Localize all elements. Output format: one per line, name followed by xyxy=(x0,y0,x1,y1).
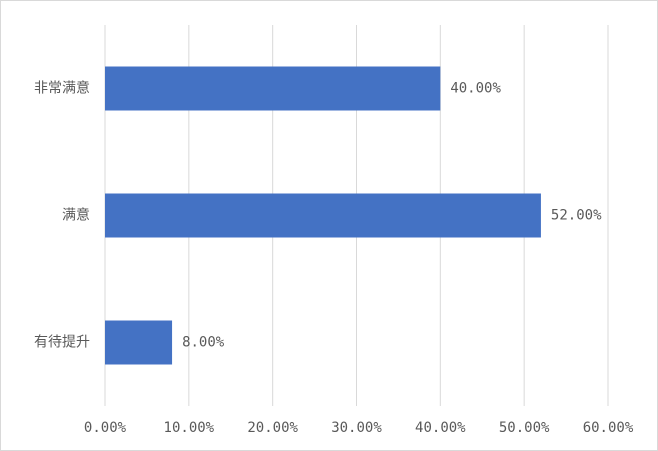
x-tick-label: 10.00% xyxy=(164,420,215,436)
x-tick-label: 0.00% xyxy=(84,420,127,436)
x-tick-label: 40.00% xyxy=(415,420,466,436)
value-label: 40.00% xyxy=(450,81,501,97)
bar xyxy=(105,193,541,238)
bar xyxy=(105,66,441,111)
value-label: 52.00% xyxy=(551,208,602,224)
value-label: 8.00% xyxy=(182,335,225,351)
x-tick-label: 20.00% xyxy=(247,420,298,436)
y-tick-label: 有待提升 xyxy=(34,335,90,351)
x-tick-label: 30.00% xyxy=(331,420,382,436)
y-tick-label: 非常满意 xyxy=(34,80,90,97)
x-tick-label: 50.00% xyxy=(499,420,550,436)
y-tick-label: 满意 xyxy=(62,207,90,224)
bar xyxy=(105,320,173,365)
x-tick-label: 60.00% xyxy=(583,420,634,436)
